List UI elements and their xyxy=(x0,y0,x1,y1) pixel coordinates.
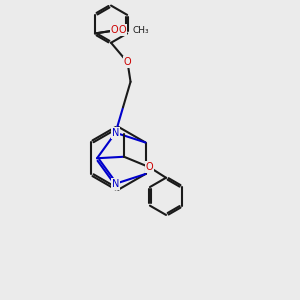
Text: O: O xyxy=(111,26,118,35)
Text: N: N xyxy=(112,179,119,189)
Text: O: O xyxy=(124,57,131,67)
Text: CH₃: CH₃ xyxy=(132,26,149,35)
Text: O: O xyxy=(146,162,153,172)
Text: O: O xyxy=(118,26,126,35)
Text: N: N xyxy=(112,128,119,138)
